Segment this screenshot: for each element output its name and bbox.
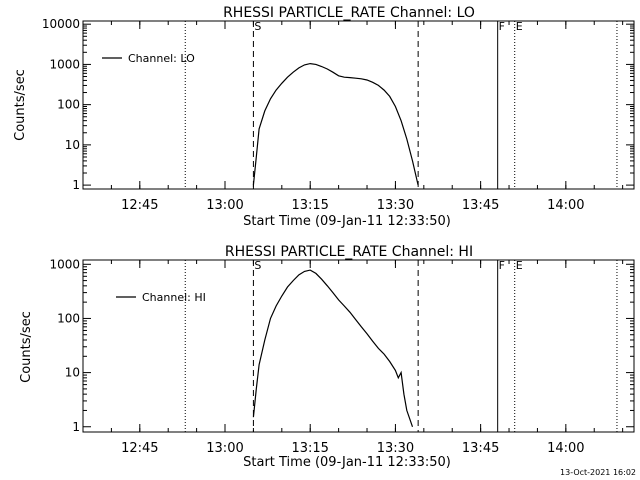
- x-tick-label: 13:15: [291, 198, 328, 213]
- y-tick-label: 100: [57, 98, 80, 112]
- x-tick-label: 12:45: [121, 441, 158, 456]
- y-tick-label: 1000: [49, 257, 80, 271]
- event-marker-label: S: [254, 20, 261, 33]
- plot-frame-lo: [82, 20, 635, 190]
- x-tick-label: 13:45: [462, 198, 499, 213]
- series-line-lo: [252, 62, 419, 186]
- event-marker-label: E: [516, 259, 523, 272]
- x-tick-label: 13:30: [377, 198, 414, 213]
- x-tick-label: 14:00: [547, 198, 584, 213]
- x-axis-label-lo: Start Time (09-Jan-11 12:33:50): [243, 214, 451, 229]
- x-axis-label-hi: Start Time (09-Jan-11 12:33:50): [243, 455, 451, 470]
- y-tick-label: 1: [72, 178, 80, 192]
- x-tick-label: 13:15: [291, 441, 328, 456]
- y-tick-label: 1: [72, 420, 80, 434]
- y-tick-label: 10: [65, 138, 80, 152]
- y-tick-label: 10000: [42, 17, 80, 31]
- y-axis-label-hi: Counts/sec: [19, 311, 34, 383]
- y-axis-hi: 1 10 100 1000: [49, 257, 634, 434]
- x-axis-hi: 12:45 13:00 13:15 13:30 13:45 14:00: [82, 260, 624, 456]
- y-tick-label: 10: [65, 366, 80, 380]
- chart-title-lo: RHESSI PARTICLE_RATE Channel: LO: [223, 5, 475, 21]
- y-axis-label-lo: Counts/sec: [13, 69, 28, 141]
- x-tick-label: 13:30: [377, 441, 414, 456]
- x-tick-label: 12:45: [121, 198, 158, 213]
- x-tick-label: 13:00: [206, 198, 243, 213]
- event-marker-label: E: [516, 20, 523, 33]
- legend-label-hi: Channel: HI: [142, 291, 206, 304]
- y-axis-lo: 1 10 100 1000 10000: [42, 17, 634, 192]
- x-tick-label: 13:45: [462, 441, 499, 456]
- event-marker-label: F: [499, 259, 505, 272]
- event-marker-label: F: [499, 20, 505, 33]
- series-line-hi: [252, 269, 414, 427]
- footer-timestamp: 13-Oct-2021 16:02: [560, 468, 636, 477]
- legend-label-lo: Channel: LO: [128, 52, 195, 65]
- plot-frame-hi: [82, 259, 635, 433]
- chart-title-hi: RHESSI PARTICLE_RATE Channel: HI: [225, 244, 473, 260]
- event-marker-label: S: [254, 259, 261, 272]
- x-tick-label: 14:00: [547, 441, 584, 456]
- y-tick-label: 1000: [49, 57, 80, 71]
- x-tick-label: 13:00: [206, 441, 243, 456]
- x-axis-lo: 12:45 13:00 13:15 13:30 13:45 14:00: [82, 21, 624, 213]
- y-tick-label: 100: [57, 311, 80, 325]
